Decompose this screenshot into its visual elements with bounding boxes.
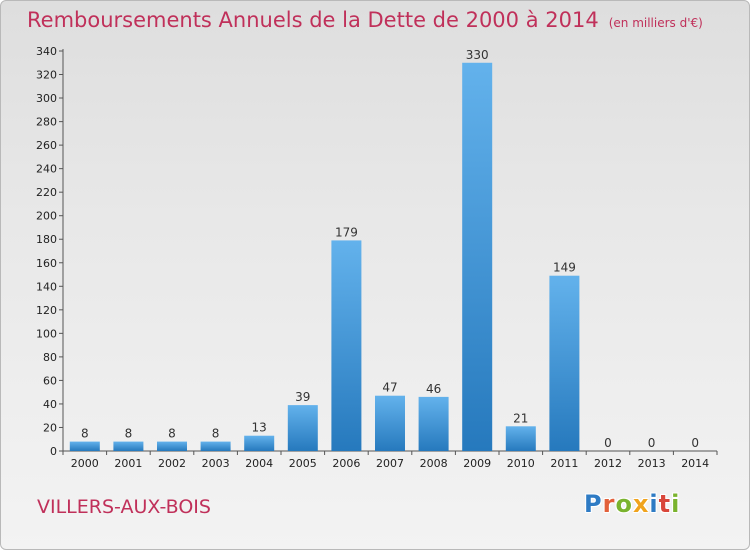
bar — [69, 441, 100, 451]
bar — [549, 275, 580, 451]
data-label: 8 — [212, 427, 220, 441]
data-label: 8 — [168, 427, 176, 441]
y-tick-label: 200 — [36, 210, 57, 223]
bar — [331, 240, 362, 451]
x-tick-label: 2011 — [550, 457, 578, 470]
y-tick-label: 340 — [36, 45, 57, 58]
x-tick-label: 2014 — [681, 457, 709, 470]
x-tick-label: 2004 — [245, 457, 273, 470]
data-label: 39 — [295, 390, 310, 404]
bar — [244, 435, 275, 451]
x-tick-label: 2003 — [202, 457, 230, 470]
commune-name: VILLERS-AUX-BOIS — [37, 496, 211, 518]
x-tick-label: 2005 — [289, 457, 317, 470]
logo-letter: t — [658, 490, 672, 518]
data-label: 47 — [382, 381, 397, 395]
y-tick-label: 220 — [36, 186, 57, 199]
x-tick-label: 2010 — [507, 457, 535, 470]
y-tick-label: 260 — [36, 139, 57, 152]
logo-letter: i — [671, 490, 681, 518]
bar — [418, 396, 449, 451]
data-label: 21 — [513, 411, 528, 425]
logo-letter: o — [615, 490, 633, 518]
y-tick-label: 180 — [36, 233, 57, 246]
bar — [375, 395, 405, 451]
x-tick-label: 2008 — [420, 457, 448, 470]
chart-title: Remboursements Annuels de la Dette de 20… — [27, 8, 703, 32]
y-tick-label: 20 — [43, 421, 57, 434]
y-tick-label: 240 — [36, 163, 57, 176]
y-tick-label: 120 — [36, 304, 57, 317]
x-tick-label: 2012 — [594, 457, 622, 470]
y-tick-label: 80 — [43, 351, 57, 364]
data-label: 0 — [648, 436, 656, 450]
y-tick-label: 300 — [36, 92, 57, 105]
x-tick-label: 2013 — [638, 457, 666, 470]
logo-letter: x — [632, 490, 650, 518]
data-label: 13 — [252, 421, 267, 435]
proxiti-logo: Proxiti — [584, 490, 680, 518]
bar — [113, 441, 144, 451]
data-label: 8 — [81, 427, 89, 441]
bar — [157, 441, 187, 451]
y-tick-label: 100 — [36, 327, 57, 340]
bar — [505, 426, 536, 451]
x-tick-label: 2009 — [463, 457, 491, 470]
data-label: 0 — [604, 436, 612, 450]
y-tick-label: 0 — [50, 445, 57, 458]
bar — [200, 441, 231, 451]
data-label: 0 — [691, 436, 699, 450]
x-tick-label: 2006 — [332, 457, 360, 470]
x-tick-label: 2000 — [71, 457, 99, 470]
y-tick-label: 160 — [36, 257, 57, 270]
chart-subtitle: (en milliers d'€) — [608, 16, 703, 30]
y-tick-label: 320 — [36, 69, 57, 82]
y-tick-label: 40 — [43, 398, 57, 411]
x-tick-label: 2002 — [158, 457, 186, 470]
data-label: 330 — [466, 48, 489, 62]
x-tick-label: 2007 — [376, 457, 404, 470]
data-label: 8 — [125, 427, 133, 441]
logo-letter: P — [584, 490, 603, 518]
y-tick-label: 140 — [36, 280, 57, 293]
bar — [462, 62, 493, 451]
data-label: 46 — [426, 382, 441, 396]
logo-letter: r — [602, 490, 616, 518]
y-tick-label: 280 — [36, 116, 57, 129]
data-label: 149 — [553, 261, 576, 275]
bar — [287, 405, 318, 451]
chart-title-text: Remboursements Annuels de la Dette de 20… — [27, 8, 599, 32]
data-label: 179 — [335, 225, 358, 239]
x-tick-label: 2001 — [114, 457, 142, 470]
y-tick-label: 60 — [43, 374, 57, 387]
logo-letter: i — [649, 490, 659, 518]
